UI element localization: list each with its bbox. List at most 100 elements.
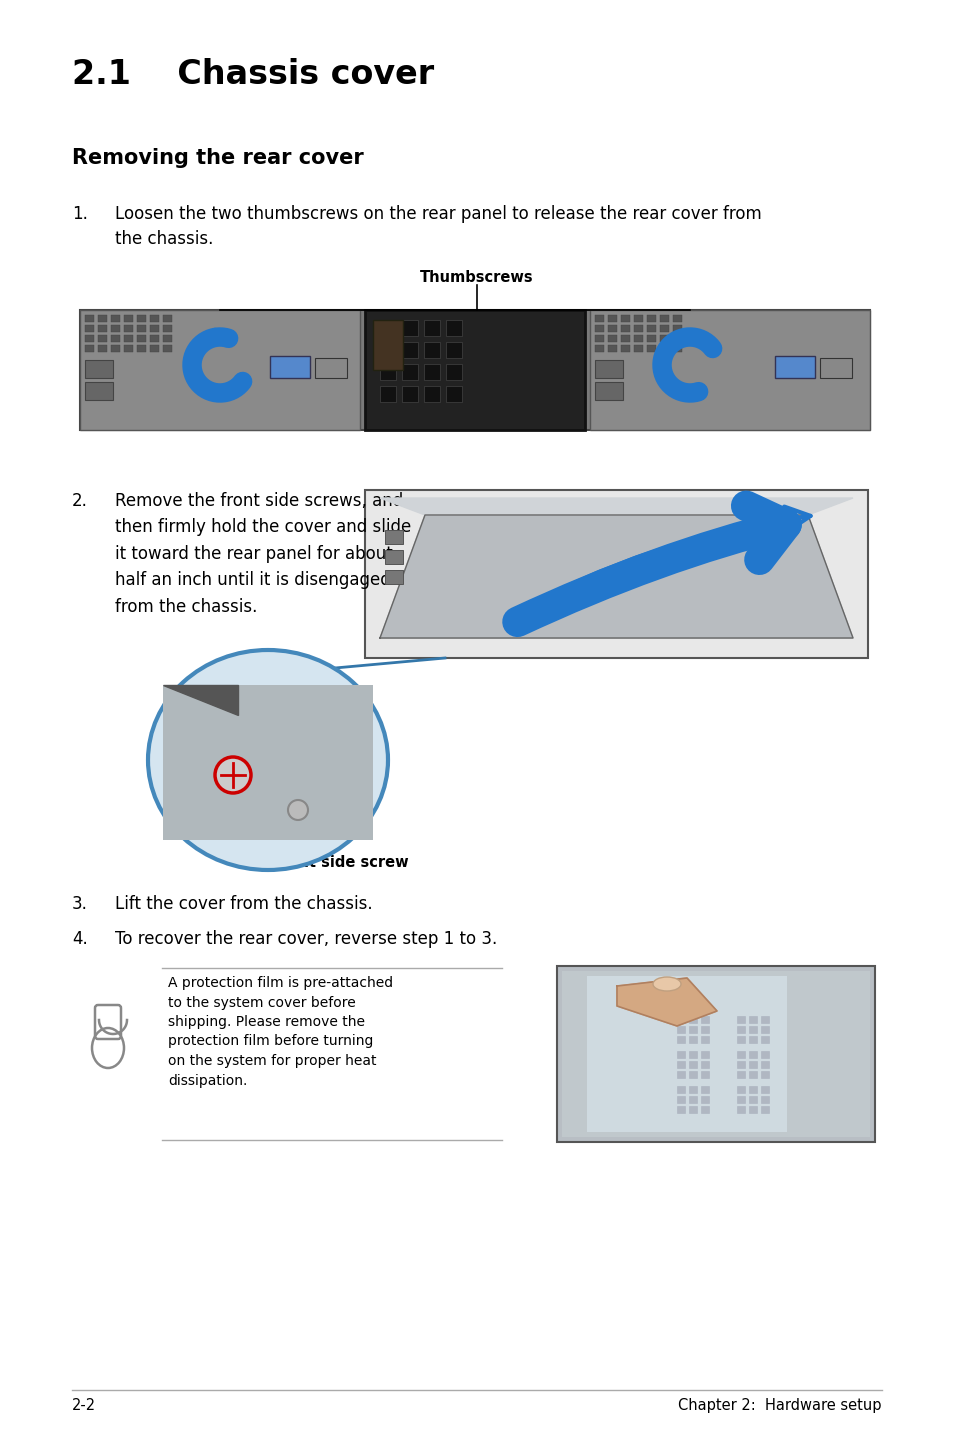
Bar — [737, 1035, 744, 1043]
Text: Removing the rear cover: Removing the rear cover — [71, 148, 363, 168]
Bar — [137, 325, 146, 332]
Bar — [760, 1025, 768, 1032]
Bar — [677, 1051, 684, 1058]
Bar — [595, 335, 603, 342]
Bar — [163, 325, 172, 332]
Bar — [270, 357, 310, 378]
Bar — [373, 321, 402, 370]
Bar — [595, 325, 603, 332]
Bar — [737, 1025, 744, 1032]
Bar — [385, 549, 402, 564]
Bar — [737, 1051, 744, 1058]
Bar — [111, 325, 120, 332]
Bar — [137, 345, 146, 352]
Bar — [401, 385, 417, 403]
Bar — [672, 315, 681, 322]
Bar — [98, 325, 107, 332]
Bar — [423, 385, 439, 403]
Bar — [748, 1051, 757, 1058]
Bar — [620, 325, 629, 332]
Bar — [672, 335, 681, 342]
Bar — [607, 315, 617, 322]
Bar — [677, 1017, 684, 1022]
Bar — [677, 1086, 684, 1093]
Bar — [634, 345, 642, 352]
Bar — [688, 1096, 697, 1103]
Bar — [659, 335, 668, 342]
Bar — [595, 360, 622, 378]
Bar — [634, 325, 642, 332]
Text: Loosen the two thumbscrews on the rear panel to release the rear cover from
the : Loosen the two thumbscrews on the rear p… — [115, 206, 760, 247]
Bar — [314, 358, 347, 378]
Bar — [557, 966, 874, 1142]
Bar — [620, 345, 629, 352]
Bar — [401, 364, 417, 380]
Bar — [646, 335, 656, 342]
Bar — [98, 315, 107, 322]
Bar — [748, 1096, 757, 1103]
Bar — [401, 342, 417, 358]
Bar — [659, 315, 668, 322]
Bar — [446, 364, 461, 380]
Bar — [677, 1025, 684, 1032]
Bar — [688, 1035, 697, 1043]
Bar — [124, 325, 132, 332]
Polygon shape — [617, 978, 717, 1025]
Bar — [85, 360, 112, 378]
Bar — [446, 385, 461, 403]
Bar — [688, 1086, 697, 1093]
Text: Remove the front side screws, and
then firmly hold the cover and slide
it toward: Remove the front side screws, and then f… — [115, 492, 411, 615]
Bar — [124, 335, 132, 342]
Bar — [672, 325, 681, 332]
Bar — [700, 1096, 708, 1103]
Ellipse shape — [148, 650, 388, 870]
Bar — [85, 315, 94, 322]
Bar — [595, 315, 603, 322]
Polygon shape — [379, 498, 852, 515]
Bar — [748, 1061, 757, 1068]
Bar — [379, 385, 395, 403]
Text: 2.1    Chassis cover: 2.1 Chassis cover — [71, 58, 434, 91]
Text: 4.: 4. — [71, 930, 88, 948]
Circle shape — [288, 800, 308, 820]
Bar — [607, 335, 617, 342]
Bar — [760, 1061, 768, 1068]
Bar — [760, 1106, 768, 1113]
Bar — [401, 321, 417, 336]
Bar — [677, 1061, 684, 1068]
Bar — [748, 1086, 757, 1093]
Bar — [659, 345, 668, 352]
Bar — [688, 1061, 697, 1068]
Bar — [700, 1051, 708, 1058]
Bar — [379, 321, 395, 336]
Bar — [98, 335, 107, 342]
Bar — [607, 345, 617, 352]
Bar — [760, 1096, 768, 1103]
Bar — [595, 345, 603, 352]
Bar — [85, 335, 94, 342]
Bar — [677, 1035, 684, 1043]
Bar — [620, 335, 629, 342]
Bar — [700, 1106, 708, 1113]
Bar — [111, 345, 120, 352]
Bar — [111, 315, 120, 322]
Bar — [688, 1071, 697, 1078]
Bar — [150, 325, 159, 332]
Text: Chapter 2:  Hardware setup: Chapter 2: Hardware setup — [678, 1398, 882, 1414]
Bar — [124, 345, 132, 352]
Bar — [379, 364, 395, 380]
Bar — [688, 1025, 697, 1032]
Bar — [748, 1071, 757, 1078]
Bar — [85, 383, 112, 400]
Bar — [677, 1096, 684, 1103]
Text: To recover the rear cover, reverse step 1 to 3.: To recover the rear cover, reverse step … — [115, 930, 497, 948]
Bar — [446, 342, 461, 358]
Text: A protection film is pre-attached
to the system cover before
shipping. Please re: A protection film is pre-attached to the… — [168, 976, 393, 1087]
Bar — [80, 311, 359, 430]
Bar — [620, 315, 629, 322]
Text: Lift the cover from the chassis.: Lift the cover from the chassis. — [115, 894, 373, 913]
Polygon shape — [163, 684, 237, 715]
Bar — [365, 311, 584, 430]
Bar — [589, 311, 869, 430]
Bar — [737, 1017, 744, 1022]
